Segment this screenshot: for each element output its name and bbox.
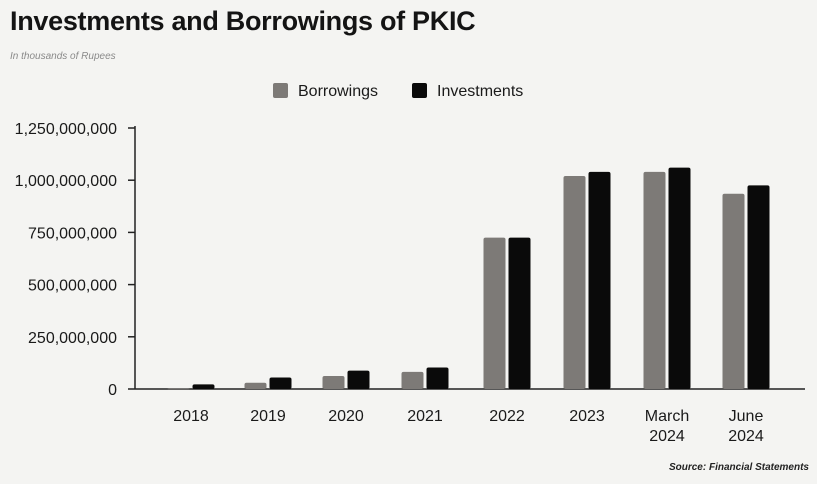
x-tick-label: 2018 <box>173 408 209 425</box>
legend: Borrowings Investments <box>273 83 523 100</box>
legend-label-borrowings: Borrowings <box>298 83 378 100</box>
bar-borrowings <box>401 371 424 389</box>
bar-borrowings <box>483 237 506 389</box>
legend-label-investments: Investments <box>437 83 523 100</box>
bar-investments <box>747 185 770 389</box>
x-tick-label: 2024 <box>649 428 685 445</box>
y-tick-label: 500,000,000 <box>28 278 117 295</box>
source-note: Source: Financial Statements <box>668 462 809 473</box>
legend-swatch-borrowings <box>273 83 288 98</box>
x-tick-label: 2024 <box>728 428 764 445</box>
x-tick-label: June <box>729 408 764 425</box>
x-tick-label: 2019 <box>250 408 286 425</box>
bar-borrowings <box>643 171 666 389</box>
x-tick-label: March <box>645 408 689 425</box>
y-tick-label: 750,000,000 <box>28 225 117 242</box>
x-tick-label: 2020 <box>328 408 364 425</box>
bar-borrowings <box>167 388 190 390</box>
legend-swatch-investments <box>412 83 427 98</box>
chart-subtitle: In thousands of Rupees <box>10 51 116 62</box>
bar-borrowings <box>563 176 586 389</box>
y-tick-label: 250,000,000 <box>28 330 117 347</box>
x-tick-label: 2023 <box>569 408 605 425</box>
y-tick-label: 1,000,000,000 <box>15 173 117 190</box>
x-tick-label: 2021 <box>407 408 443 425</box>
bar-investments <box>588 171 611 389</box>
y-tick-label: 0 <box>108 382 117 399</box>
bar-investments <box>426 367 449 389</box>
x-tick-label: 2022 <box>489 408 525 425</box>
bar-borrowings <box>722 193 745 389</box>
bar-investments <box>347 370 370 389</box>
bar-investments <box>192 384 215 389</box>
bar-investments <box>269 377 292 389</box>
bar-borrowings <box>244 382 267 389</box>
axes: 0 250,000,000 500,000,000 750,000,000 1,000,… <box>15 121 805 445</box>
bars <box>167 167 770 390</box>
chart-title: Investments and Borrowings of PKIC <box>10 6 476 36</box>
bar-investments <box>668 167 691 389</box>
y-tick-label: 1,250,000,000 <box>15 121 117 138</box>
bar-borrowings <box>322 376 345 389</box>
bar-investments <box>508 237 531 389</box>
